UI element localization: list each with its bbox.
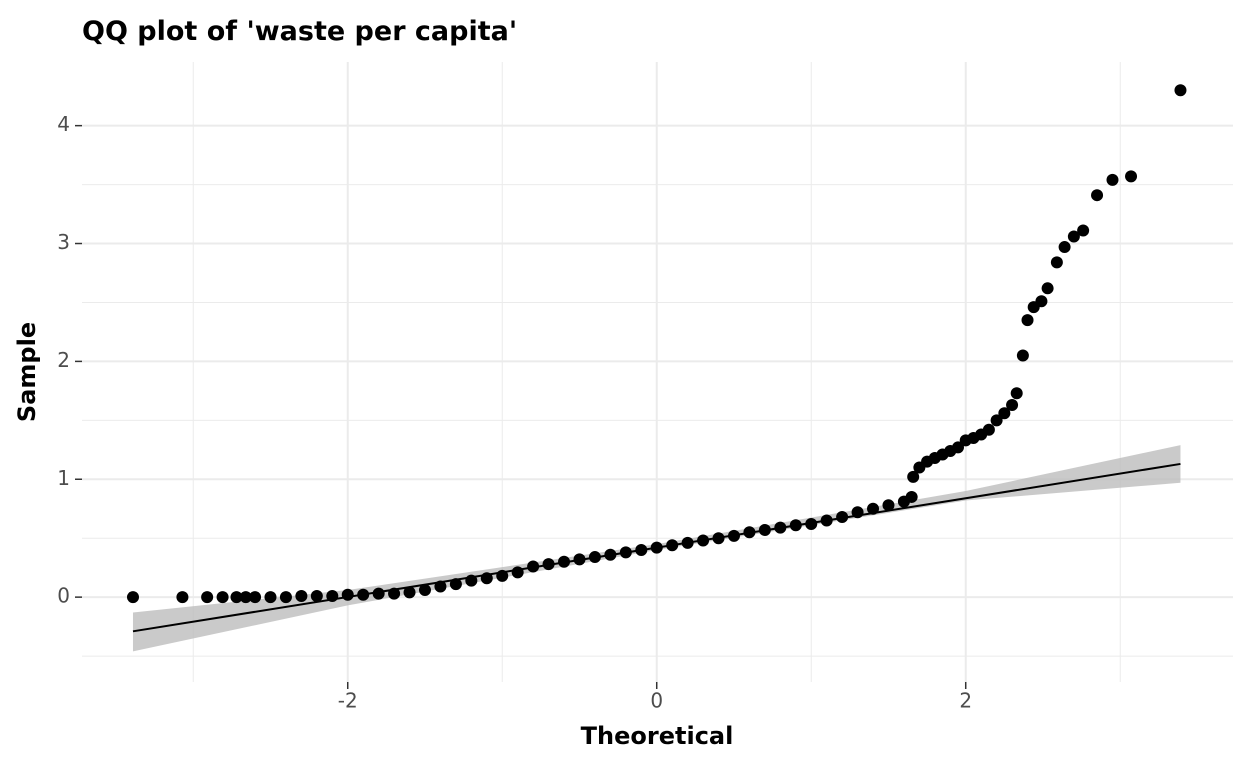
point [774, 521, 787, 534]
chart-title: QQ plot of 'waste per capita' [82, 16, 517, 47]
point [403, 586, 416, 599]
point [990, 414, 1003, 427]
point [465, 574, 478, 587]
point [527, 560, 540, 573]
point [836, 510, 849, 523]
point [357, 588, 370, 601]
x-tick-label: 2 [959, 689, 972, 713]
point [697, 534, 710, 547]
point [126, 591, 139, 604]
point [1067, 230, 1080, 243]
point [1125, 170, 1138, 183]
point [727, 529, 740, 542]
point [264, 591, 277, 604]
point [1010, 387, 1023, 400]
point [1058, 241, 1071, 254]
point [1021, 314, 1034, 327]
x-tick-label: -2 [338, 689, 358, 713]
point [905, 490, 918, 503]
y-tick-label: 2 [57, 348, 70, 372]
point [789, 519, 802, 532]
y-tick-label: 1 [57, 466, 70, 490]
point [418, 584, 431, 597]
point [951, 441, 964, 454]
point [712, 532, 725, 545]
point [449, 578, 462, 591]
point [650, 541, 663, 554]
point [805, 518, 818, 531]
point [998, 407, 1011, 420]
y-tick-label: 3 [57, 230, 70, 254]
point [982, 423, 995, 436]
point [279, 591, 292, 604]
point [851, 506, 864, 519]
point [388, 587, 401, 600]
point [341, 588, 354, 601]
point [1016, 349, 1029, 362]
y-tick-label: 0 [57, 584, 70, 608]
point [1106, 173, 1119, 186]
point [588, 551, 601, 564]
point [496, 569, 509, 582]
point [604, 548, 617, 561]
point [230, 591, 243, 604]
point [882, 499, 895, 512]
point [176, 591, 189, 604]
point [666, 539, 679, 552]
point [558, 555, 571, 568]
y-axis-title: Sample [13, 322, 41, 422]
point [573, 553, 586, 566]
y-tick-label: 4 [57, 112, 70, 136]
point [681, 536, 694, 549]
point [1035, 295, 1048, 308]
point [1174, 84, 1187, 97]
point [907, 470, 920, 483]
point [619, 546, 632, 559]
x-tick-label: 0 [650, 689, 663, 713]
point [249, 591, 262, 604]
point [1006, 399, 1019, 412]
point [820, 514, 833, 527]
point [201, 591, 214, 604]
point [542, 558, 555, 571]
point [1077, 224, 1090, 237]
point [372, 587, 385, 600]
x-axis-title: Theoretical [581, 722, 734, 750]
point [867, 502, 880, 515]
point [310, 589, 323, 602]
point [635, 543, 648, 556]
point [758, 523, 771, 536]
point [1050, 256, 1063, 269]
point [216, 591, 229, 604]
point [511, 566, 524, 579]
point [326, 589, 339, 602]
point [1091, 189, 1104, 202]
point [239, 591, 252, 604]
point [480, 572, 493, 585]
point [1041, 282, 1054, 295]
point [434, 580, 447, 593]
point [295, 589, 308, 602]
point [743, 526, 756, 539]
